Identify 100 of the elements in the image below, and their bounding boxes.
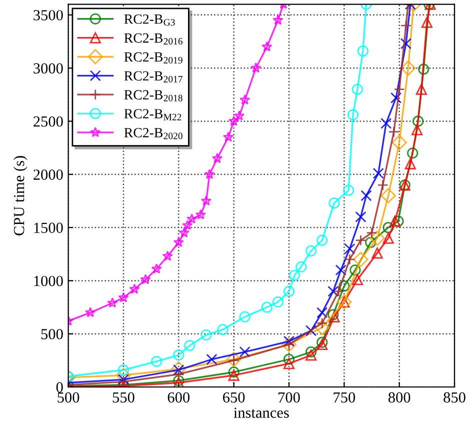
y-tick-label: 3500 — [34, 10, 63, 20]
point — [228, 366, 240, 378]
point — [151, 356, 162, 368]
point — [316, 338, 328, 350]
legend-label: RC2-B$_{2020}$ — [124, 128, 182, 140]
point — [272, 14, 284, 25]
point — [140, 274, 151, 284]
point — [250, 62, 262, 73]
point — [306, 245, 317, 256]
point — [283, 286, 295, 297]
point — [382, 232, 394, 244]
x-tick-label: 750 — [334, 392, 356, 403]
legend-label: RC2-B$_{G3}$ — [124, 14, 175, 26]
point — [316, 336, 328, 348]
point — [283, 358, 295, 370]
y-tick-label: 3000 — [34, 63, 63, 74]
point — [333, 286, 344, 297]
point — [222, 132, 234, 142]
point — [85, 307, 96, 318]
point — [217, 324, 228, 336]
point — [328, 286, 339, 297]
point — [306, 346, 317, 358]
point — [171, 361, 186, 376]
point — [296, 261, 307, 272]
point — [261, 302, 272, 313]
point — [316, 234, 328, 246]
point — [306, 350, 317, 361]
y-tick-label: 2500 — [34, 116, 63, 127]
point — [116, 368, 132, 383]
point — [283, 354, 295, 365]
legend-label: RC2-B$_{M22}$ — [124, 109, 182, 120]
point — [178, 227, 190, 238]
point — [380, 118, 392, 129]
point — [335, 264, 346, 276]
point — [365, 236, 376, 248]
point — [407, 148, 418, 159]
point — [200, 329, 212, 340]
y-tick-label: 1000 — [34, 276, 63, 286]
point — [355, 234, 366, 246]
point — [228, 116, 240, 126]
point — [262, 41, 272, 52]
point — [186, 213, 198, 224]
point — [418, 64, 430, 75]
x-tick-label: 800 — [388, 392, 410, 403]
point — [288, 270, 300, 281]
point — [173, 350, 184, 361]
point — [239, 311, 250, 322]
legend-label: RC2-B$_{2019}$ — [124, 52, 182, 64]
point — [118, 292, 129, 302]
point — [382, 222, 394, 234]
point — [380, 188, 396, 204]
point — [204, 168, 215, 180]
point — [200, 195, 212, 206]
point — [228, 370, 240, 381]
point — [314, 320, 330, 336]
point — [234, 110, 245, 121]
point — [195, 209, 206, 220]
point — [239, 346, 250, 358]
point — [400, 38, 412, 50]
x-tick-label: 550 — [112, 392, 134, 403]
point — [372, 168, 384, 179]
point — [389, 216, 400, 227]
x-tick-label: 500 — [58, 392, 80, 403]
point — [212, 152, 223, 164]
x-tick-label: 700 — [278, 392, 300, 403]
point — [107, 297, 118, 308]
x-tick-label: 850 — [444, 392, 466, 403]
point — [352, 84, 363, 95]
y-tick-label: 500 — [41, 328, 63, 340]
point — [421, 16, 432, 28]
point — [306, 325, 317, 336]
point — [412, 116, 424, 127]
point — [372, 248, 383, 259]
point — [353, 252, 368, 268]
point — [416, 84, 427, 95]
point — [240, 94, 250, 105]
point — [151, 263, 162, 274]
y-tick-label: 2000 — [34, 170, 63, 180]
point — [338, 280, 350, 292]
point — [400, 60, 416, 76]
y-tick-label: 1500 — [34, 222, 63, 233]
point — [129, 284, 140, 294]
legend-label: RC2-B$_{2017}$ — [124, 71, 182, 82]
point — [173, 236, 184, 248]
point — [392, 216, 404, 227]
point — [328, 198, 340, 209]
point — [394, 84, 405, 95]
point — [357, 46, 368, 57]
x-tick-label: 600 — [168, 392, 190, 403]
y-tick-label: 0 — [56, 382, 63, 392]
point — [184, 340, 196, 352]
legend-label: RC2-B$_{2018}$ — [124, 90, 182, 102]
point — [350, 264, 361, 276]
point — [355, 211, 366, 222]
point — [206, 354, 218, 365]
point — [411, 124, 423, 136]
point — [226, 352, 242, 367]
point — [182, 220, 193, 230]
point — [316, 307, 328, 318]
point — [400, 20, 412, 32]
